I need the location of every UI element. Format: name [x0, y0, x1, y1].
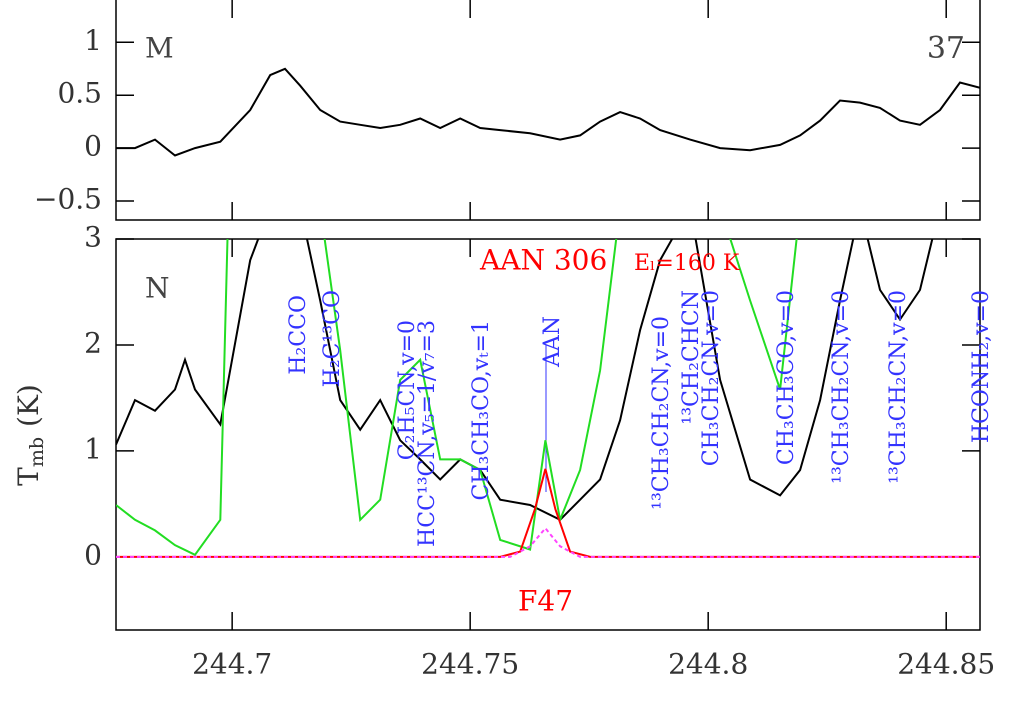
annotation: HCONH₂,v=0 [969, 290, 994, 443]
annotation: F47 [518, 585, 573, 618]
y-tick-label: 3 [84, 221, 102, 254]
y-tick-label: 1 [84, 24, 102, 57]
spectrum-line [116, 239, 934, 522]
y-tick-label: 1 [84, 432, 102, 465]
spectrum-line [116, 67, 980, 157]
y-tick-label: 2 [84, 326, 102, 359]
x-tick-label: 244.8 [668, 648, 748, 681]
panel-label: M [145, 32, 174, 65]
y-tick-label: −0.5 [34, 182, 102, 215]
spectrum-line [116, 526, 980, 558]
annotation: ¹³CH₃CH₂CN,v=0 [829, 290, 854, 484]
annotation: AAN 306 [479, 244, 607, 277]
annotation: ¹³CH₃CH₂CN,v=0 [649, 316, 674, 510]
annotation: ¹³CH₃CH₂CN,v=0 [886, 290, 911, 484]
annotation: ¹³CH₂CHCN [679, 290, 704, 425]
annotation: CH₃CH₂CN,v=0 [699, 290, 724, 466]
x-tick-label: 244.75 [421, 648, 519, 681]
annotation: H₂CCO [286, 295, 311, 375]
plot-area [116, 239, 980, 558]
x-tick-label: 244.85 [897, 648, 995, 681]
panel-label: N [145, 272, 170, 305]
y-tick-label: 0.5 [57, 77, 102, 110]
annotation: AAN [540, 316, 565, 368]
x-tick-label: 244.7 [192, 648, 272, 681]
y-label-unit: (K) [12, 384, 45, 427]
annotation: C₂H₅CN,v=0 [395, 320, 420, 460]
annotation: HCC¹³CN,v₅=1/v₇=3 [415, 320, 440, 547]
annotation: Eₗ=160 K [634, 251, 740, 276]
y-label-main: T [12, 467, 45, 486]
annotation: CH₃CH₃CO,v=0 [774, 290, 799, 465]
y-tick-label: 0 [84, 538, 102, 571]
plot-area [116, 67, 980, 157]
corner-label: 37 [927, 31, 965, 66]
frame-top [115, 0, 981, 221]
annotation: H₂C¹³CO [320, 290, 345, 387]
frame-bottom [115, 238, 981, 631]
y-label-sub: mb [26, 437, 48, 467]
y-tick-label: 0 [84, 130, 102, 163]
spectrum-line [116, 239, 798, 557]
spectrum-line [116, 468, 980, 558]
y-axis-label: Tmb (K) [12, 384, 49, 486]
annotation: CH₃CH₃CO,vₜ=1 [469, 320, 494, 501]
